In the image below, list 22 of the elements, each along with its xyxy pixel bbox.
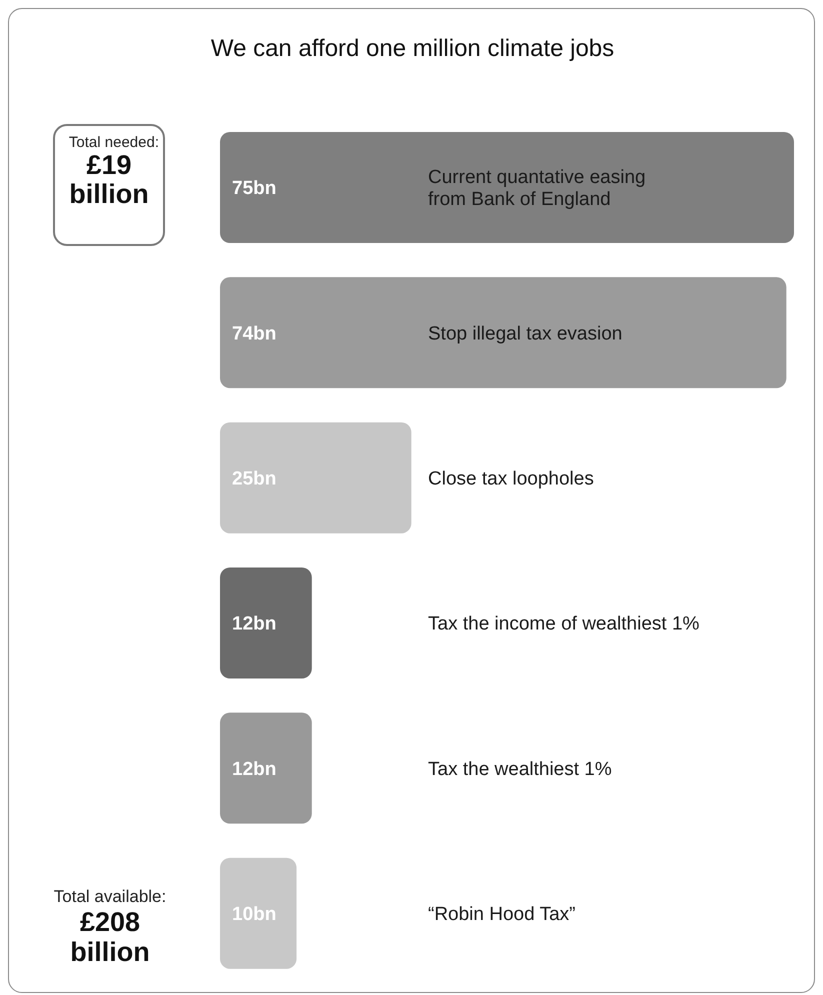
chart-title: We can afford one million climate jobs [210, 35, 616, 63]
data-label: 12bn [232, 614, 276, 635]
bar [220, 712, 312, 824]
bar [220, 422, 412, 534]
bar [220, 568, 312, 678]
data-label: 12bn [232, 758, 276, 780]
y-tick-label: Close tax loopholes [428, 468, 594, 490]
y-tick-label: Stop illegal tax evasion [428, 323, 622, 344]
text: £19 billion [68, 150, 150, 209]
y-tick-label: “Robin Hood Tax” [428, 904, 576, 925]
y-tick-label: Tax the wealthiest 1% [428, 758, 612, 780]
text: Total available: [52, 887, 168, 907]
data-label: 74bn [232, 323, 276, 344]
text: £208 billion [69, 907, 151, 967]
bar [220, 132, 794, 243]
y-tick-label: Current quantative easing from Bank of England [428, 167, 646, 210]
bar [220, 858, 297, 969]
data-label: 25bn [232, 468, 276, 490]
y-tick-label: Tax the income of wealthiest 1% [428, 614, 700, 635]
bar [220, 277, 786, 388]
text: Total needed: [68, 134, 160, 151]
data-label: 75bn [232, 178, 276, 200]
